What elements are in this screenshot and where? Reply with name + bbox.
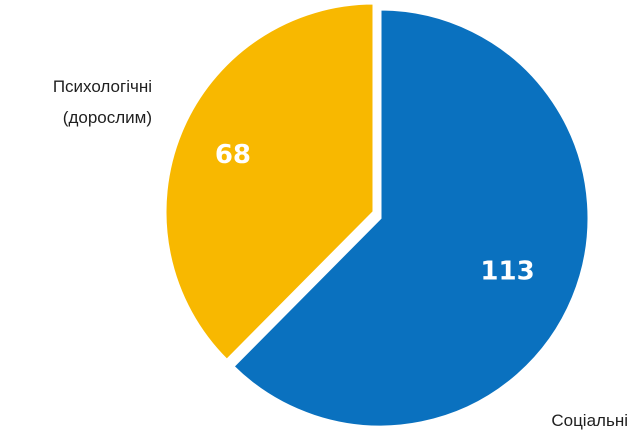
slice-category-label-1-line-1: Соціальні <box>551 411 628 430</box>
slice-value-label-2: 68 <box>215 140 251 170</box>
slice-value-label-1: 113 <box>480 257 534 287</box>
slice-category-label-2-line-1: Психологічні <box>53 77 152 96</box>
pie-labels: 113 Соціальні 68 Психологічні (дорослим) <box>53 77 628 430</box>
pie-slice-1 <box>230 7 591 429</box>
pie-slice-2 <box>163 1 376 363</box>
slice-category-label-2-line-2: (дорослим) <box>63 108 152 127</box>
pie-slices <box>163 1 591 429</box>
